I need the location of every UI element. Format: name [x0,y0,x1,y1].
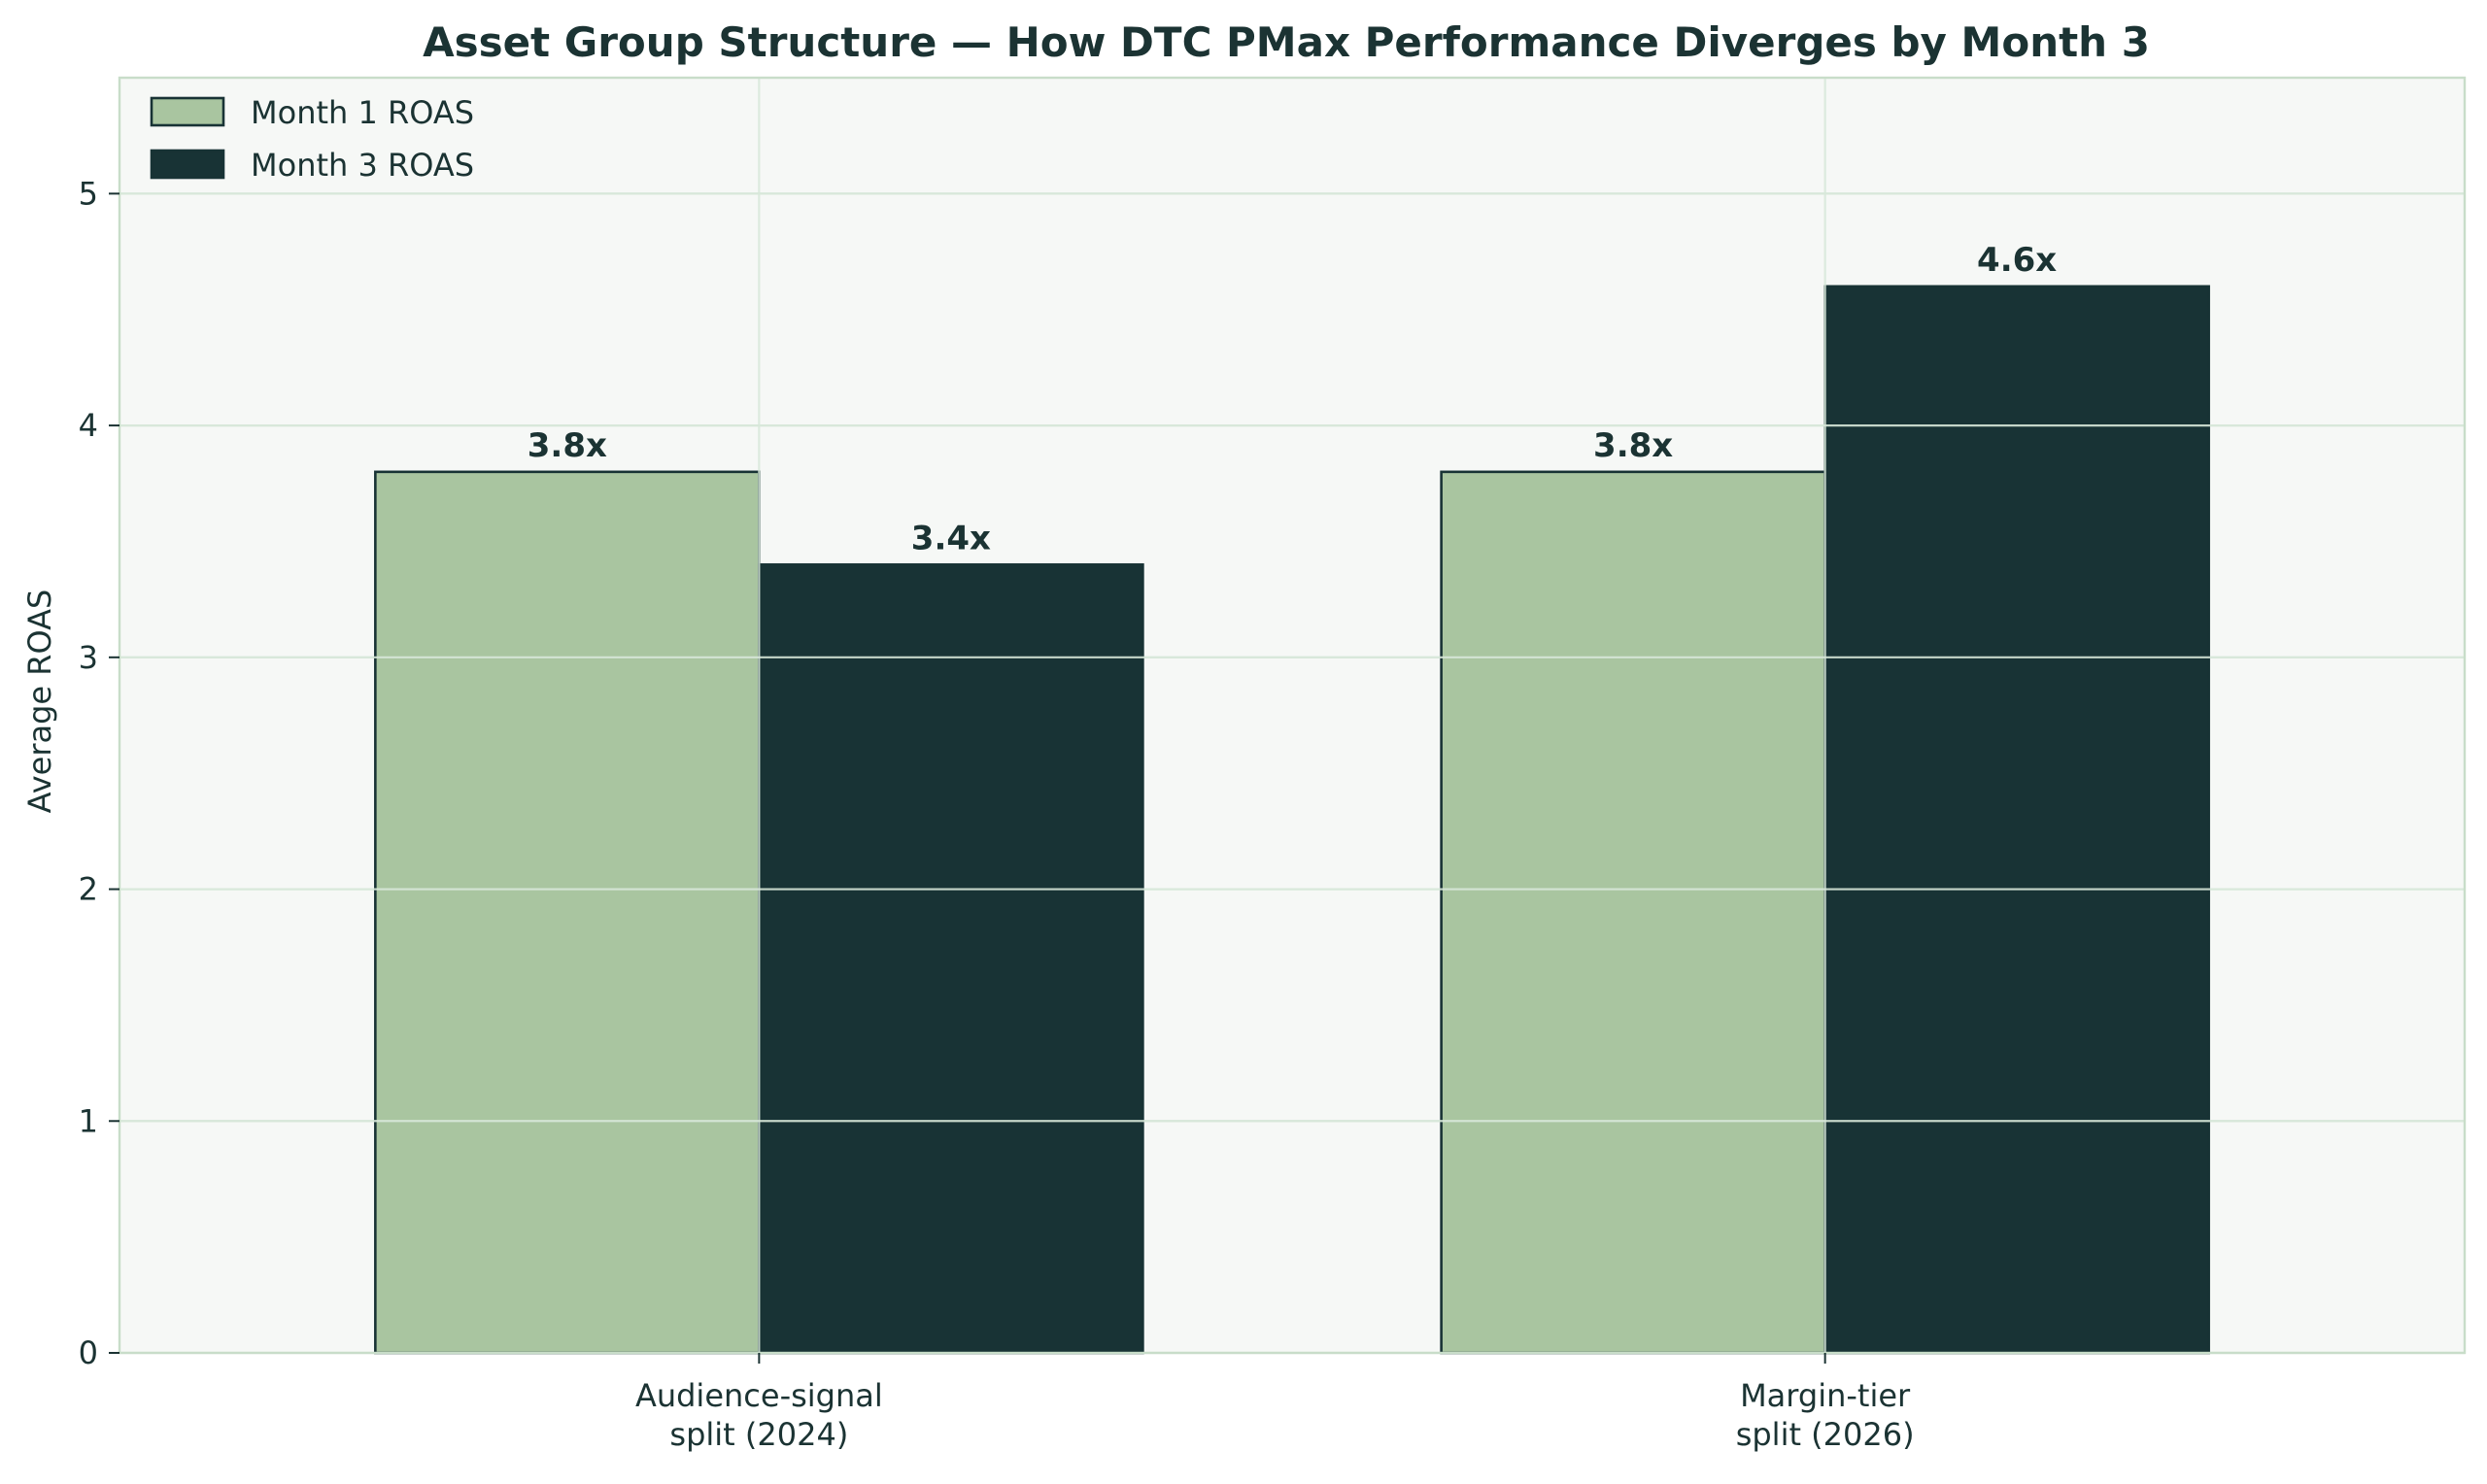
plot-frame [118,76,2467,1355]
y-axis-label: Average ROAS [21,590,58,814]
bar [758,563,1144,1355]
y-tick-label: 2 [79,871,98,908]
legend-label: Month 3 ROAS [251,147,474,184]
legend-label: Month 1 ROAS [251,94,474,131]
bars [374,285,2210,1355]
legend-swatch [150,149,225,180]
x-tick-label: Margin-tier [1740,1377,1911,1414]
legend-swatch [150,96,225,127]
y-tick-label: 3 [79,639,98,676]
chart-title: Asset Group Structure — How DTC PMax Per… [423,18,2150,66]
bar-value-label: 3.8x [528,426,607,465]
bar [1440,470,1826,1355]
bar-value-label: 3.8x [1593,426,1673,465]
data-labels: 3.8x 3.8x 3.4x 4.6x [528,241,2058,557]
vertical-grid [119,78,2465,1353]
bar-value-label: 3.4x [911,519,991,557]
x-tick-label: split (2026) [1736,1416,1915,1453]
x-tick-label: Audience-signal [635,1377,883,1414]
y-tick-label: 0 [79,1334,98,1371]
y-tick-label: 1 [79,1102,98,1139]
bar [374,470,761,1355]
bar [1823,285,2210,1355]
bar-value-label: 4.6x [1977,241,2057,280]
y-tick-label: 4 [79,407,98,444]
axes-spines [118,76,2467,1355]
legend: Month 1 ROAS Month 3 ROAS [150,94,474,184]
x-tick-label: split (2024) [669,1416,848,1453]
y-tick-label: 5 [79,175,98,212]
